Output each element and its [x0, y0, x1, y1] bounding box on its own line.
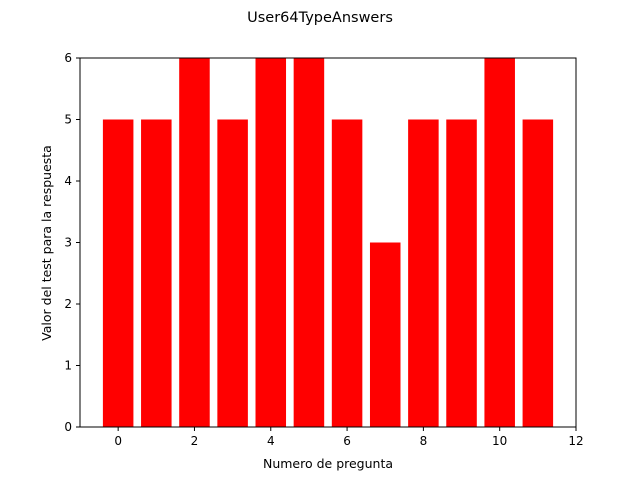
x-tick-label: 10: [492, 434, 507, 448]
bar-4: [255, 58, 287, 427]
y-axis-label: Valor del test para la respuesta: [39, 145, 54, 341]
x-tick-label: 6: [343, 434, 351, 448]
x-axis-label: Numero de pregunta: [263, 456, 393, 471]
x-tick-label: 2: [191, 434, 199, 448]
bar-3: [217, 119, 248, 427]
y-ticks: 0 1 2 3 4 5 6: [64, 51, 80, 434]
bar-11: [522, 119, 554, 427]
x-tick-label: 4: [267, 434, 275, 448]
y-tick-label: 6: [64, 51, 72, 65]
bar-1: [141, 119, 172, 427]
bar-6: [331, 119, 363, 427]
bar-5: [293, 58, 325, 427]
y-tick-label: 5: [64, 113, 72, 127]
y-tick-label: 3: [64, 236, 72, 250]
bar-9: [446, 119, 477, 427]
bar-0: [102, 119, 134, 427]
y-tick-label: 1: [64, 359, 72, 373]
bar-7: [369, 242, 401, 427]
bar-8: [408, 119, 439, 427]
y-tick-label: 0: [64, 420, 72, 434]
plot-frame: [79, 57, 577, 428]
y-tick-label: 4: [64, 174, 72, 188]
x-tick-label: 8: [420, 434, 428, 448]
chart-title: User64TypeAnswers: [247, 10, 393, 26]
x-ticks: 0 2 4 6 8 10 12: [114, 427, 584, 448]
x-tick-label: 0: [114, 434, 122, 448]
y-tick-label: 2: [64, 297, 72, 311]
bar-2: [179, 58, 210, 427]
bar-10: [484, 58, 515, 427]
x-tick-label: 12: [568, 434, 583, 448]
bars-group: [102, 58, 554, 427]
